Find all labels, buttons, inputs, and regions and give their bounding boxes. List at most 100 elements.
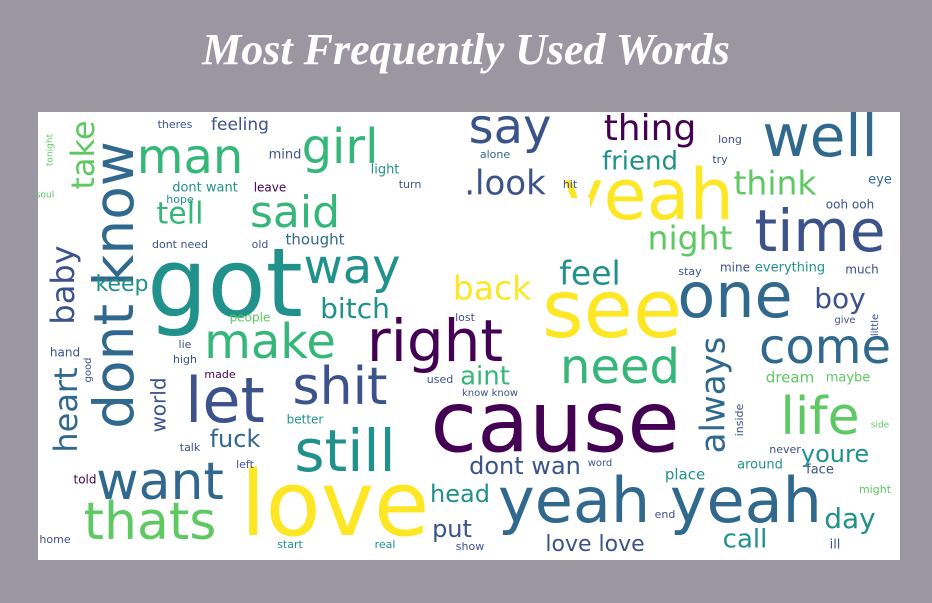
- cloud-word: hit: [563, 178, 578, 191]
- cloud-word: back: [453, 269, 532, 308]
- cloud-word: .look: [464, 164, 546, 204]
- cloud-word: youre: [801, 440, 869, 468]
- cloud-word: ill: [830, 538, 841, 553]
- cloud-word: light: [371, 163, 400, 178]
- cloud-word: show: [456, 540, 484, 553]
- cloud-word: love: [241, 452, 430, 557]
- cloud-word: lie: [179, 338, 192, 351]
- cloud-word: word: [588, 458, 613, 469]
- cloud-word: lost: [455, 311, 476, 324]
- cloud-word: long: [718, 133, 742, 146]
- cloud-word: life: [780, 387, 859, 447]
- cloud-word: made: [204, 368, 235, 381]
- cloud-word: time: [754, 197, 885, 265]
- cloud-word: one: [677, 259, 792, 332]
- cloud-word: good: [83, 358, 94, 383]
- cloud-word: end: [655, 508, 676, 521]
- cloud-word: people: [230, 311, 271, 325]
- cloud-word: side: [871, 421, 890, 431]
- cloud-word: everything: [755, 261, 825, 276]
- cloud-word: much: [845, 263, 879, 277]
- cloud-word: call: [723, 525, 768, 555]
- cloud-word: still: [294, 417, 395, 485]
- cloud-word: take: [64, 120, 102, 189]
- cloud-word: place: [665, 466, 705, 484]
- cloud-word: keep: [96, 272, 149, 297]
- cloud-word: night: [648, 219, 733, 258]
- word-cloud-panel: [38, 112, 900, 560]
- cloud-word: leave: [254, 181, 287, 195]
- blank-patch: [418, 198, 590, 250]
- cloud-word: see: [542, 263, 682, 356]
- cloud-word: think: [733, 164, 817, 203]
- cloud-word: cause: [430, 373, 679, 472]
- cloud-word: tell: [157, 197, 204, 232]
- cloud-word: well: [762, 102, 877, 170]
- cloud-word: shit: [293, 357, 388, 417]
- cloud-word: start: [277, 538, 303, 551]
- cloud-word: dont want: [172, 181, 238, 196]
- cloud-word: world: [147, 377, 171, 432]
- cloud-word: feel: [559, 254, 620, 293]
- cloud-word: boy: [814, 282, 865, 315]
- cloud-word: never: [769, 443, 801, 456]
- cloud-word: bitch: [320, 292, 390, 325]
- cloud-word: around: [737, 458, 783, 473]
- cloud-word: dont know: [82, 141, 146, 429]
- cloud-word: girl: [302, 119, 379, 175]
- cloud-word: love love: [545, 532, 644, 557]
- cloud-word: better: [287, 413, 324, 427]
- cloud-word: dream: [766, 369, 814, 387]
- cloud-word: mine: [720, 261, 750, 275]
- cloud-word: want: [96, 452, 224, 512]
- cloud-word: come: [759, 319, 891, 375]
- cloud-word: hand: [50, 346, 80, 360]
- page-title: Most Frequently Used Words: [201, 25, 730, 74]
- cloud-word: stay: [678, 265, 702, 278]
- cloud-word: eye: [868, 173, 892, 188]
- cloud-word: thats: [84, 492, 217, 552]
- cloud-word: high: [173, 353, 197, 366]
- cloud-word: turn: [399, 178, 422, 191]
- cloud-word: yeah: [562, 154, 734, 236]
- cloud-word: way: [303, 239, 400, 295]
- cloud-word: yeah yeah: [498, 464, 822, 537]
- cloud-word: know know: [462, 388, 518, 399]
- cloud-word: told: [74, 473, 97, 487]
- cloud-word: dont need: [152, 238, 208, 251]
- cloud-word: fuck: [210, 425, 261, 453]
- cloud-word: need: [560, 339, 680, 395]
- cloud-word: man: [137, 129, 244, 185]
- cloud-word: let: [185, 364, 265, 437]
- cloud-word: friend: [602, 147, 678, 177]
- cloud-word: give: [834, 315, 855, 326]
- cloud-word: right: [367, 307, 503, 375]
- cloud-word: mind: [269, 148, 302, 163]
- cloud-word: real: [375, 538, 396, 551]
- cloud-word: make: [204, 314, 336, 370]
- cloud-word: ooh ooh: [826, 198, 874, 212]
- cloud-word: say: [469, 99, 552, 155]
- cloud-word: inside: [733, 403, 746, 436]
- cloud-word: said: [250, 187, 340, 238]
- cloud-word: left: [236, 458, 255, 471]
- cloud-word: day: [824, 502, 876, 535]
- cloud-word: baby: [44, 245, 82, 324]
- cloud-word: home: [39, 533, 70, 546]
- cloud-word: try: [712, 153, 728, 166]
- cloud-word: little: [870, 314, 881, 336]
- cloud-word: soul: [36, 191, 54, 201]
- cloud-word: put: [432, 515, 472, 543]
- cloud-word: heart: [47, 367, 85, 452]
- cloud-word: got: [147, 229, 303, 339]
- cloud-word: head: [430, 480, 490, 508]
- cloud-word: alone: [480, 148, 510, 161]
- cloud-word: feeling: [211, 115, 269, 135]
- cloud-word: talk: [180, 441, 201, 454]
- cloud-word: might: [859, 483, 892, 496]
- cloud-word: always: [694, 337, 734, 454]
- cloud-word: thing: [604, 108, 697, 149]
- cloud-word: face: [806, 463, 834, 478]
